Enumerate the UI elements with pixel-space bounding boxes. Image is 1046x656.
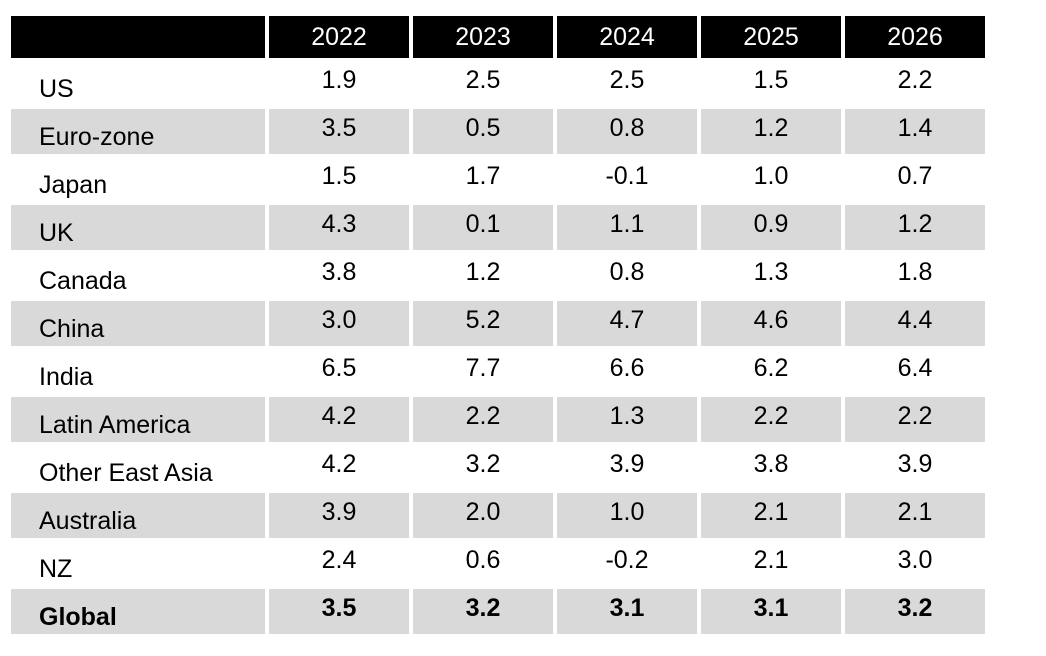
growth-value-cell: 1.4 [845, 109, 985, 157]
table-header: 2022 2023 2024 2025 2026 [11, 16, 985, 61]
column-header-2023: 2023 [413, 16, 553, 61]
table-row: Other East Asia 4.2 3.2 3.9 3.8 3.9 [11, 445, 985, 493]
growth-value-cell: 1.1 [557, 205, 697, 253]
table-row: Canada 3.8 1.2 0.8 1.3 1.8 [11, 253, 985, 301]
region-label: Latin America [11, 397, 265, 445]
region-label: Japan [11, 157, 265, 205]
growth-value-cell: 3.9 [269, 493, 409, 541]
growth-value-cell: -0.2 [557, 541, 697, 589]
growth-value-cell: 3.2 [413, 445, 553, 493]
growth-value-cell: 3.9 [845, 445, 985, 493]
growth-value-cell: 2.4 [269, 541, 409, 589]
growth-value-cell: 2.5 [557, 61, 697, 109]
growth-value-cell: 3.0 [269, 301, 409, 349]
growth-value-cell: 1.5 [269, 157, 409, 205]
growth-value-cell: 1.7 [413, 157, 553, 205]
growth-value-cell: 0.5 [413, 109, 553, 157]
column-header-2024: 2024 [557, 16, 697, 61]
growth-value-cell: 3.2 [845, 589, 985, 637]
region-label: NZ [11, 541, 265, 589]
growth-value-cell: 6.5 [269, 349, 409, 397]
growth-value-cell: 3.5 [269, 589, 409, 637]
growth-value-cell: 1.8 [845, 253, 985, 301]
growth-value-cell: 4.7 [557, 301, 697, 349]
header-corner-cell [11, 16, 265, 61]
growth-value-cell: 2.1 [845, 493, 985, 541]
growth-value-cell: 3.1 [701, 589, 841, 637]
growth-value-cell: 6.6 [557, 349, 697, 397]
table-row: UK 4.3 0.1 1.1 0.9 1.2 [11, 205, 985, 253]
region-label: Global [11, 589, 265, 637]
growth-value-cell: 1.3 [701, 253, 841, 301]
growth-value-cell: 0.6 [413, 541, 553, 589]
table-row: Global 3.5 3.2 3.1 3.1 3.2 [11, 589, 985, 637]
region-label: India [11, 349, 265, 397]
growth-value-cell: 4.4 [845, 301, 985, 349]
growth-value-cell: 4.6 [701, 301, 841, 349]
growth-value-cell: 6.2 [701, 349, 841, 397]
region-label: Euro-zone [11, 109, 265, 157]
growth-value-cell: 2.2 [845, 61, 985, 109]
growth-value-cell: 1.2 [413, 253, 553, 301]
growth-value-cell: 0.9 [701, 205, 841, 253]
region-label: China [11, 301, 265, 349]
growth-value-cell: 1.3 [557, 397, 697, 445]
table-row: Japan 1.5 1.7 -0.1 1.0 0.7 [11, 157, 985, 205]
growth-value-cell: 2.5 [413, 61, 553, 109]
column-header-2022: 2022 [269, 16, 409, 61]
growth-value-cell: 5.2 [413, 301, 553, 349]
growth-value-cell: 1.9 [269, 61, 409, 109]
growth-value-cell: 1.2 [845, 205, 985, 253]
growth-value-cell: 1.0 [557, 493, 697, 541]
growth-value-cell: 4.3 [269, 205, 409, 253]
growth-value-cell: 3.1 [557, 589, 697, 637]
growth-value-cell: 3.5 [269, 109, 409, 157]
region-label: US [11, 61, 265, 109]
growth-value-cell: 2.0 [413, 493, 553, 541]
growth-value-cell: 3.8 [269, 253, 409, 301]
growth-value-cell: 2.2 [845, 397, 985, 445]
growth-value-cell: 2.1 [701, 493, 841, 541]
growth-value-cell: 4.2 [269, 445, 409, 493]
table-body: US 1.9 2.5 2.5 1.5 2.2 Euro-zone 3.5 0.5 0.8 1.2 1.… [11, 61, 985, 637]
header-row: 2022 2023 2024 2025 2026 [11, 16, 985, 61]
growth-value-cell: 0.8 [557, 109, 697, 157]
region-label: Canada [11, 253, 265, 301]
growth-value-cell: 3.2 [413, 589, 553, 637]
growth-value-cell: 2.2 [701, 397, 841, 445]
growth-value-cell: 0.8 [557, 253, 697, 301]
growth-value-cell: 1.0 [701, 157, 841, 205]
growth-value-cell: 4.2 [269, 397, 409, 445]
table-row: Euro-zone 3.5 0.5 0.8 1.2 1.4 [11, 109, 985, 157]
growth-value-cell: 6.4 [845, 349, 985, 397]
growth-forecast-table: 2022 2023 2024 2025 2026 US 1.9 2.5 2.5 1.5 2… [7, 16, 989, 637]
growth-value-cell: -0.1 [557, 157, 697, 205]
growth-value-cell: 1.5 [701, 61, 841, 109]
table-row: Australia 3.9 2.0 1.0 2.1 2.1 [11, 493, 985, 541]
table-row: NZ 2.4 0.6 -0.2 2.1 3.0 [11, 541, 985, 589]
growth-value-cell: 2.2 [413, 397, 553, 445]
table-row: India 6.5 7.7 6.6 6.2 6.4 [11, 349, 985, 397]
growth-value-cell: 3.8 [701, 445, 841, 493]
column-header-2025: 2025 [701, 16, 841, 61]
growth-value-cell: 0.1 [413, 205, 553, 253]
region-label: Other East Asia [11, 445, 265, 493]
growth-value-cell: 3.9 [557, 445, 697, 493]
growth-value-cell: 0.7 [845, 157, 985, 205]
growth-value-cell: 3.0 [845, 541, 985, 589]
column-header-2026: 2026 [845, 16, 985, 61]
table-row: Latin America 4.2 2.2 1.3 2.2 2.2 [11, 397, 985, 445]
growth-value-cell: 7.7 [413, 349, 553, 397]
growth-value-cell: 2.1 [701, 541, 841, 589]
table-row: China 3.0 5.2 4.7 4.6 4.4 [11, 301, 985, 349]
region-label: UK [11, 205, 265, 253]
growth-value-cell: 1.2 [701, 109, 841, 157]
table-row: US 1.9 2.5 2.5 1.5 2.2 [11, 61, 985, 109]
region-label: Australia [11, 493, 265, 541]
